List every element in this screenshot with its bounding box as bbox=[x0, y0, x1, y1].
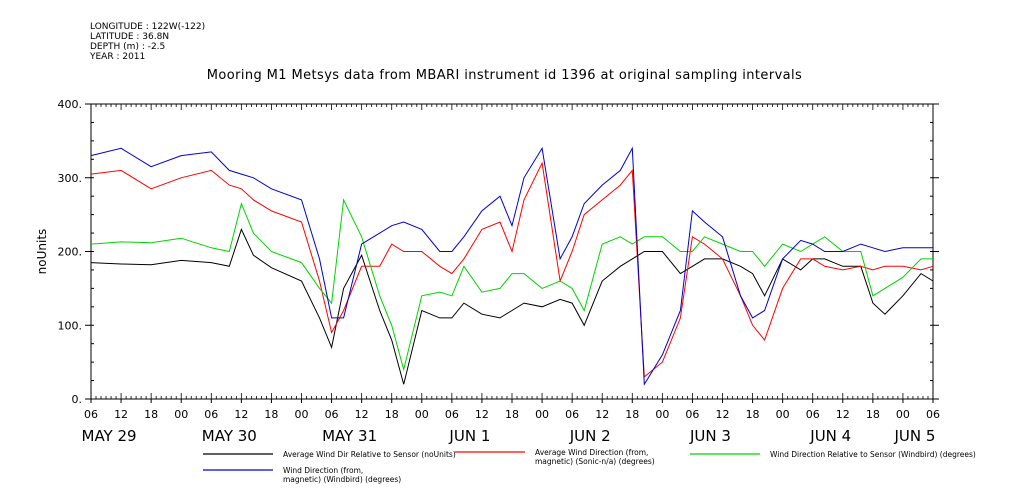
x-day-label: MAY 29 bbox=[82, 427, 137, 445]
y-tick-label: 200. bbox=[58, 246, 83, 259]
x-tick-label: 12 bbox=[234, 408, 248, 421]
x-tick-label: 12 bbox=[716, 408, 730, 421]
x-day-label: JUN 3 bbox=[689, 427, 731, 445]
x-day-label: JUN 2 bbox=[569, 427, 611, 445]
x-tick-label: 18 bbox=[144, 408, 158, 421]
x-day-label: JUN 1 bbox=[448, 427, 490, 445]
x-day-label: MAY 30 bbox=[202, 427, 257, 445]
series-line-3 bbox=[90, 146, 933, 386]
metadata-line: DEPTH (m) : -2.5 bbox=[90, 42, 166, 52]
x-tick-label: 12 bbox=[475, 408, 489, 421]
x-tick-label: 00 bbox=[655, 408, 669, 421]
series-line-2 bbox=[90, 198, 933, 372]
legend-label: Wind Direction (from, bbox=[283, 466, 363, 475]
x-tick-label: 06 bbox=[926, 408, 940, 421]
chart-title: Mooring M1 Metsys data from MBARI instru… bbox=[206, 68, 803, 83]
legend-label: Wind Direction Relative to Sensor (Windb… bbox=[770, 450, 976, 459]
x-tick-label: 12 bbox=[595, 408, 609, 421]
metadata-line: LONGITUDE : 122W(-122) bbox=[90, 22, 206, 32]
x-tick-label: 00 bbox=[174, 408, 188, 421]
series-line-1 bbox=[90, 161, 934, 378]
x-tick-label: 00 bbox=[776, 408, 790, 421]
legend-label: magnetic) (Windbird) (degrees) bbox=[283, 475, 401, 484]
x-day-label: JUN 4 bbox=[809, 427, 851, 445]
x-tick-label: 00 bbox=[896, 408, 910, 421]
y-tick-label: 0. bbox=[72, 393, 83, 406]
legend-label: magnetic) (Sonic-n/a) (degrees) bbox=[535, 457, 655, 466]
x-tick-label: 06 bbox=[806, 408, 820, 421]
series-line-0 bbox=[90, 228, 934, 385]
x-tick-label: 18 bbox=[746, 408, 760, 421]
metadata-line: LATITUDE : 36.8N bbox=[90, 32, 170, 42]
x-tick-label: 18 bbox=[505, 408, 519, 421]
y-tick-label: 300. bbox=[58, 172, 83, 185]
y-axis-label: noUnits bbox=[35, 229, 49, 275]
x-tick-label: 06 bbox=[204, 408, 218, 421]
y-tick-label: 400. bbox=[58, 98, 83, 111]
x-day-label: JUN 5 bbox=[893, 427, 935, 445]
x-tick-label: 06 bbox=[445, 408, 459, 421]
x-tick-label: 18 bbox=[625, 408, 639, 421]
x-tick-label: 00 bbox=[415, 408, 429, 421]
x-tick-label: 12 bbox=[836, 408, 850, 421]
x-tick-label: 06 bbox=[685, 408, 699, 421]
legend-label: Average Wind Dir Relative to Sensor (noU… bbox=[283, 450, 456, 459]
x-tick-label: 12 bbox=[355, 408, 369, 421]
metadata-line: YEAR : 2011 bbox=[90, 52, 146, 62]
x-tick-label: 18 bbox=[385, 408, 399, 421]
x-tick-label: 06 bbox=[325, 408, 339, 421]
x-tick-label: 18 bbox=[264, 408, 278, 421]
metadata-block: LONGITUDE : 122W(-122) LATITUDE : 36.8N … bbox=[90, 22, 205, 62]
x-tick-label: 18 bbox=[866, 408, 880, 421]
x-tick-label: 00 bbox=[295, 408, 309, 421]
y-tick-label: 100. bbox=[58, 319, 83, 332]
x-tick-label: 00 bbox=[535, 408, 549, 421]
x-day-label: MAY 31 bbox=[322, 427, 377, 445]
x-tick-label: 06 bbox=[565, 408, 579, 421]
x-tick-label: 06 bbox=[84, 408, 98, 421]
legend-label: Average Wind Direction (from, bbox=[535, 448, 648, 457]
x-tick-label: 12 bbox=[114, 408, 128, 421]
